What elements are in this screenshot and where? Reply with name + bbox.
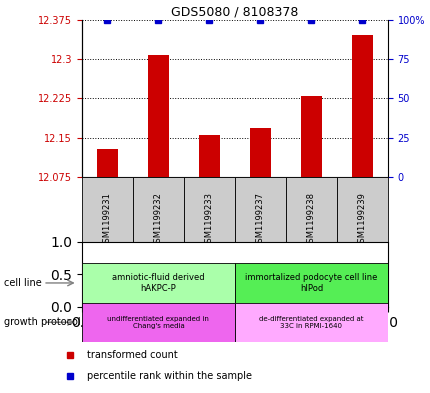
FancyBboxPatch shape [285, 177, 336, 263]
FancyBboxPatch shape [234, 177, 285, 263]
Title: GDS5080 / 8108378: GDS5080 / 8108378 [171, 6, 298, 18]
FancyBboxPatch shape [132, 177, 184, 263]
Text: GSM1199233: GSM1199233 [204, 192, 213, 248]
FancyBboxPatch shape [336, 177, 387, 263]
Text: amniotic-fluid derived
hAKPC-P: amniotic-fluid derived hAKPC-P [112, 273, 204, 293]
FancyBboxPatch shape [234, 303, 387, 342]
Bar [249, 128, 270, 177]
Text: GSM1199238: GSM1199238 [306, 192, 315, 248]
Text: GSM1199231: GSM1199231 [103, 192, 112, 248]
Bar [97, 149, 117, 177]
Text: percentile rank within the sample: percentile rank within the sample [86, 371, 251, 381]
Text: transformed count: transformed count [86, 350, 177, 360]
Text: undifferentiated expanded in
Chang's media: undifferentiated expanded in Chang's med… [107, 316, 209, 329]
Text: growth protocol: growth protocol [4, 317, 81, 327]
Bar [351, 35, 372, 177]
FancyBboxPatch shape [184, 177, 234, 263]
FancyBboxPatch shape [234, 263, 387, 303]
Text: immortalized podocyte cell line
hIPod: immortalized podocyte cell line hIPod [245, 273, 377, 293]
Bar [301, 95, 321, 177]
Bar [148, 55, 168, 177]
FancyBboxPatch shape [82, 177, 132, 263]
Text: GSM1199232: GSM1199232 [154, 192, 163, 248]
Bar [199, 135, 219, 177]
Text: cell line: cell line [4, 278, 42, 288]
Text: GSM1199237: GSM1199237 [255, 192, 264, 248]
Text: GSM1199239: GSM1199239 [357, 192, 366, 248]
FancyBboxPatch shape [82, 303, 234, 342]
FancyBboxPatch shape [82, 263, 234, 303]
Text: de-differentiated expanded at
33C in RPMI-1640: de-differentiated expanded at 33C in RPM… [258, 316, 363, 329]
